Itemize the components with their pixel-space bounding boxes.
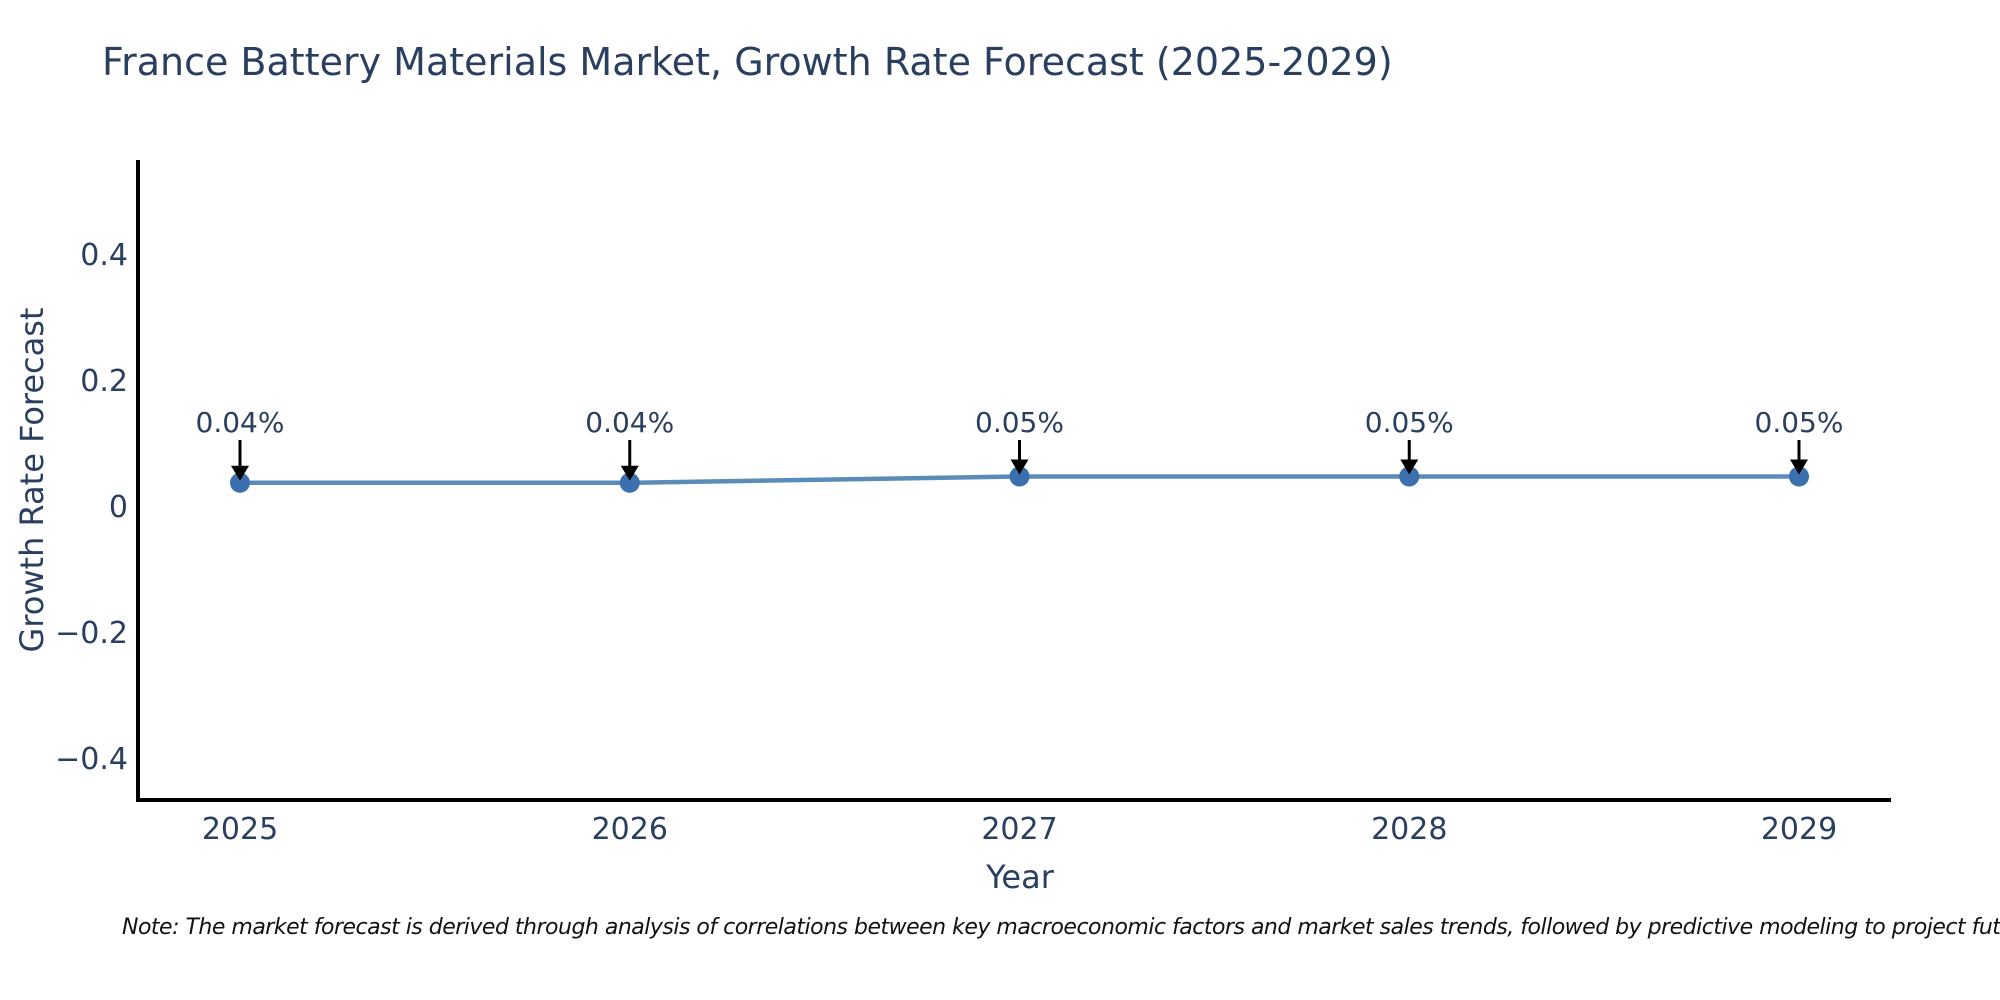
data-point-marker <box>1009 466 1030 487</box>
annotation-arrowhead <box>1790 459 1808 475</box>
data-point-marker <box>1399 466 1420 487</box>
x-tick-label: 2025 <box>201 812 279 847</box>
x-tick-label: 2028 <box>1371 812 1448 847</box>
point-annotation-label: 0.04% <box>585 406 675 439</box>
annotation-arrowhead <box>231 465 249 481</box>
y-tick-label: −0.4 <box>55 742 128 777</box>
annotation-arrowhead <box>620 465 639 481</box>
annotation-arrowhead <box>1400 459 1419 475</box>
y-axis-title: Growth Rate Forecast <box>13 307 51 653</box>
data-point-marker <box>1789 466 1809 487</box>
chart-title: France Battery Materials Market, Growth … <box>102 40 1393 84</box>
point-annotation-label: 0.05% <box>1754 406 1844 439</box>
point-annotation-label: 0.04% <box>195 406 285 439</box>
x-tick-label: 2029 <box>1760 812 1838 847</box>
series-growth-rate-forecast <box>230 466 1809 493</box>
data-point-marker <box>619 472 640 493</box>
y-tick-label: −0.2 <box>55 616 128 651</box>
point-annotation-label: 0.05% <box>1364 406 1454 439</box>
point-annotation-label: 0.05% <box>975 406 1064 439</box>
annotation-arrowhead <box>1010 459 1029 475</box>
annotation-arrows <box>231 440 1808 481</box>
data-point-marker <box>230 472 250 493</box>
y-tick-label: 0 <box>108 490 128 525</box>
x-axis-title: Year <box>986 858 1054 896</box>
x-tick-label: 2026 <box>591 812 668 847</box>
x-tick-label: 2027 <box>981 812 1058 847</box>
footnote: Note: The market forecast is derived thr… <box>122 915 2000 940</box>
y-tick-label: 0.4 <box>80 238 128 273</box>
y-tick-label: 0.2 <box>80 364 128 399</box>
